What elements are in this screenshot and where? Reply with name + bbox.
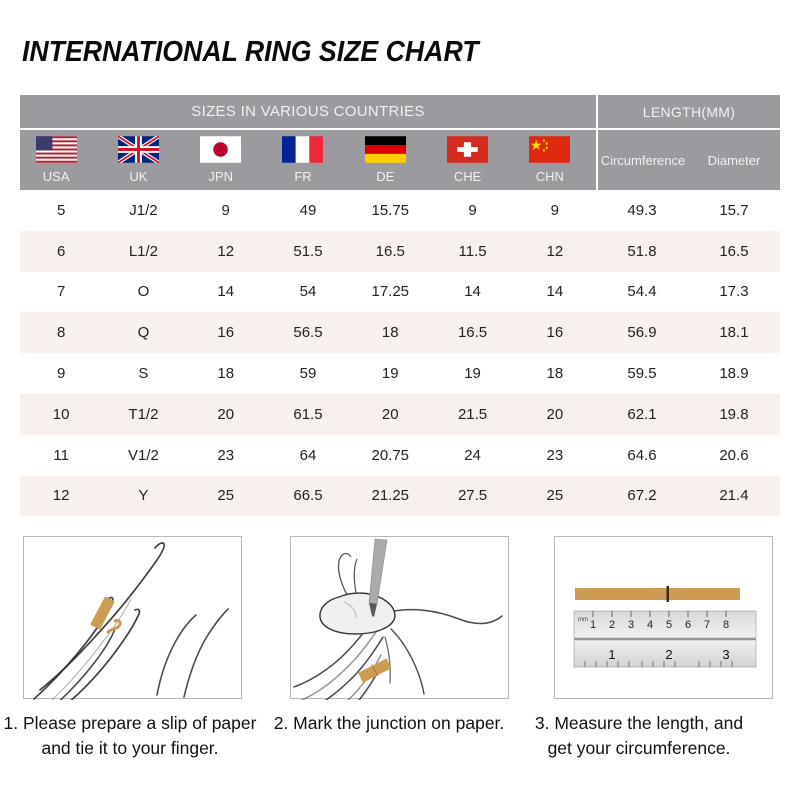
svg-text:1: 1 bbox=[589, 619, 595, 631]
svg-text:6: 6 bbox=[684, 619, 690, 631]
svg-text:2: 2 bbox=[608, 619, 614, 631]
svg-text:3: 3 bbox=[722, 647, 729, 662]
svg-text:mm: mm bbox=[578, 617, 588, 623]
svg-text:3: 3 bbox=[627, 619, 633, 631]
svg-text:4: 4 bbox=[646, 619, 652, 631]
svg-text:2: 2 bbox=[665, 647, 672, 662]
svg-text:7: 7 bbox=[703, 619, 709, 631]
svg-text:5: 5 bbox=[665, 619, 671, 631]
svg-text:1: 1 bbox=[608, 647, 615, 662]
svg-text:8: 8 bbox=[722, 619, 728, 631]
